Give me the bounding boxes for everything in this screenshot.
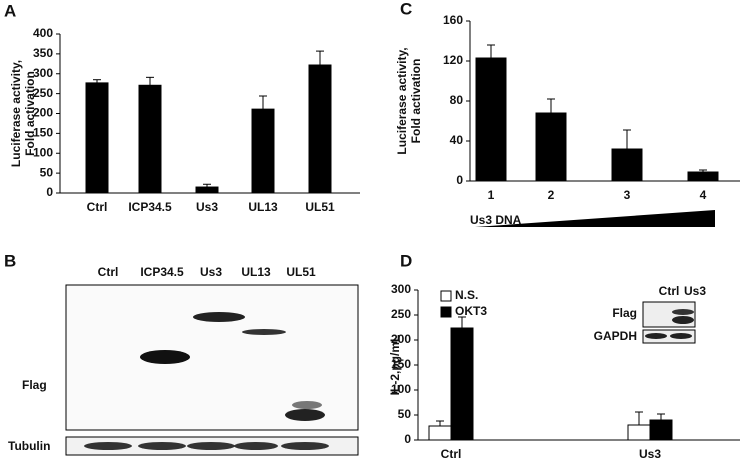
y-tick-label: 300 bbox=[391, 282, 411, 296]
y-tick-label: 80 bbox=[450, 93, 464, 107]
bar bbox=[611, 148, 643, 182]
panel-label: A bbox=[4, 1, 16, 20]
bar bbox=[535, 112, 567, 182]
inset-label: Us3 bbox=[684, 284, 706, 298]
y-tick-label: 160 bbox=[443, 13, 463, 27]
y-tick-label: 400 bbox=[33, 26, 53, 40]
y-tick-label: 100 bbox=[391, 382, 411, 396]
band bbox=[140, 350, 190, 364]
band bbox=[242, 329, 286, 335]
bar bbox=[475, 57, 507, 182]
bar bbox=[138, 84, 162, 194]
y-tick-label: 200 bbox=[33, 106, 53, 120]
band bbox=[285, 409, 325, 421]
bar bbox=[649, 419, 673, 441]
x-tick-label: Us3 bbox=[639, 447, 661, 459]
band bbox=[670, 333, 692, 339]
lane-label: Ctrl bbox=[98, 265, 119, 279]
x-tick-label: 4 bbox=[700, 188, 707, 202]
panel-label: D bbox=[400, 251, 412, 270]
bar bbox=[195, 186, 219, 194]
panel-label: C bbox=[400, 0, 412, 18]
x-tick-label: UL13 bbox=[248, 200, 278, 214]
inset-label: Ctrl bbox=[659, 284, 680, 298]
y-tick-label: 0 bbox=[456, 173, 463, 187]
lane-label: UL51 bbox=[286, 265, 316, 279]
bar bbox=[627, 424, 651, 441]
y-tick-label: 50 bbox=[40, 165, 54, 179]
y-tick-label: 0 bbox=[404, 432, 411, 446]
y-tick-label: 350 bbox=[33, 46, 53, 60]
x-tick-label: Ctrl bbox=[441, 447, 462, 459]
x-tick-label: 3 bbox=[624, 188, 631, 202]
legend-label: N.S. bbox=[455, 288, 478, 302]
x-tick-label: 2 bbox=[548, 188, 555, 202]
bar bbox=[450, 327, 474, 441]
x-tick-label: ICP34.5 bbox=[128, 200, 172, 214]
y-axis-label: Fold activation bbox=[23, 71, 37, 156]
y-tick-label: 250 bbox=[391, 307, 411, 321]
y-tick-label: 200 bbox=[391, 332, 411, 346]
y-tick-label: 40 bbox=[450, 133, 464, 147]
x-tick-label: 1 bbox=[488, 188, 495, 202]
y-tick-label: 150 bbox=[33, 126, 53, 140]
blot-lane-labels: Ctrl ICP34.5 Us3 UL13 UL51 bbox=[98, 265, 316, 279]
y-tick-label: 250 bbox=[33, 86, 53, 100]
blot-row-label: Tubulin bbox=[8, 439, 50, 453]
lane-label: Us3 bbox=[200, 265, 222, 279]
y-tick-label: 120 bbox=[443, 53, 463, 67]
band bbox=[672, 309, 694, 315]
legend-swatch bbox=[440, 290, 452, 302]
band bbox=[193, 312, 245, 322]
lane-label: ICP34.5 bbox=[140, 265, 184, 279]
panel-label: B bbox=[4, 251, 16, 270]
x-tick-label: Ctrl bbox=[87, 200, 108, 214]
legend-swatch bbox=[440, 306, 452, 318]
tubulin-bands bbox=[84, 442, 329, 450]
lane-label: UL13 bbox=[241, 265, 271, 279]
dose-wedge bbox=[475, 210, 715, 227]
x-tick-label: Us3 bbox=[196, 200, 218, 214]
bar bbox=[251, 108, 275, 194]
y-tick-label: 300 bbox=[33, 66, 53, 80]
y-tick-label: 150 bbox=[391, 357, 411, 371]
band bbox=[292, 401, 322, 409]
legend-label: OKT3 bbox=[455, 304, 487, 318]
inset-label: Flag bbox=[612, 306, 637, 320]
bar bbox=[687, 171, 719, 182]
y-axis-label: IL-2,pg/mL bbox=[388, 335, 402, 396]
y-tick-label: 0 bbox=[46, 185, 53, 199]
bar bbox=[85, 82, 109, 194]
blot-row-label: Flag bbox=[22, 378, 47, 392]
y-tick-label: 100 bbox=[33, 145, 53, 159]
bar bbox=[428, 425, 452, 441]
bar bbox=[308, 64, 332, 194]
band bbox=[645, 333, 667, 339]
x-tick-label: UL51 bbox=[305, 200, 335, 214]
annotation: Us3 DNA bbox=[470, 213, 522, 227]
band bbox=[672, 316, 694, 324]
y-axis-label: Luciferase activity, bbox=[9, 60, 23, 167]
y-tick-label: 50 bbox=[398, 407, 412, 421]
y-axis-label: Fold activation bbox=[409, 59, 423, 144]
y-axis-label: Luciferase activity, bbox=[395, 47, 409, 154]
inset-label: GAPDH bbox=[594, 329, 637, 343]
